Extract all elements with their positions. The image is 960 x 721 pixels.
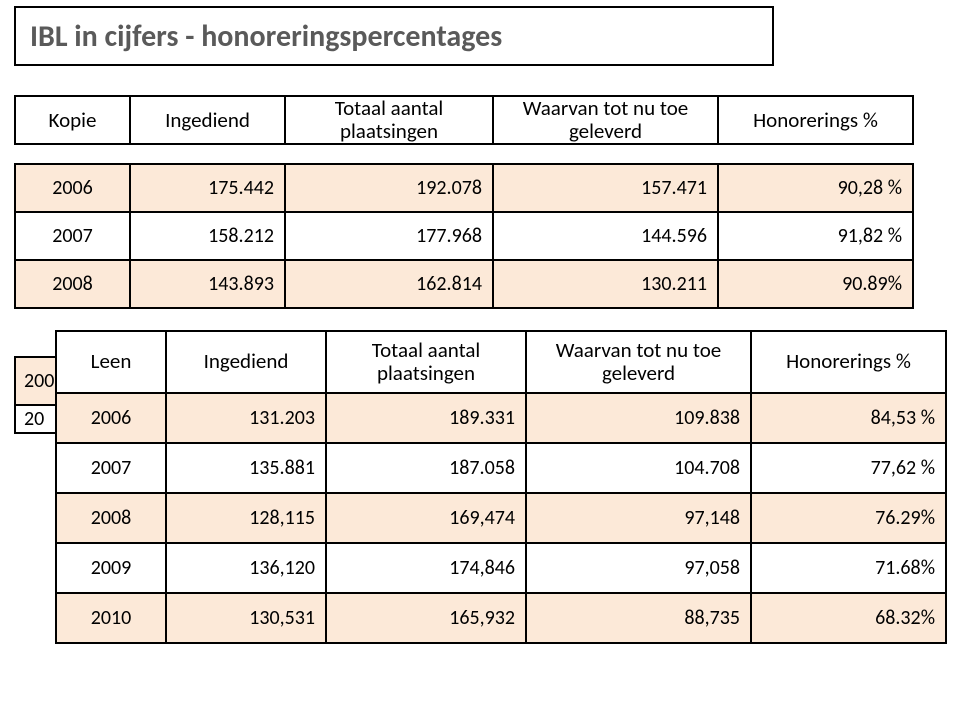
table-row: 2007158.212177.968144.59691,82 % bbox=[15, 212, 913, 260]
col-header: Totaal aantal plaatsingen bbox=[285, 96, 493, 144]
table-row: 2010130,531165,93288,73568.32% bbox=[56, 593, 946, 643]
page-title-text: IBL in cijfers - honoreringspercentages bbox=[30, 18, 502, 55]
page-title: IBL in cijfers - honoreringspercentages bbox=[14, 6, 774, 66]
table1-row-stub: 20 bbox=[14, 404, 55, 434]
col-header: Waarvan tot nu toe geleverd bbox=[493, 96, 718, 144]
col-header: Honorerings % bbox=[718, 96, 913, 144]
table-row: 2009136,120174,84697,05871.68% bbox=[56, 543, 946, 593]
table-row: 2006175.442192.078157.47190,28 % bbox=[15, 164, 913, 212]
col-header: Waarvan tot nu toe geleverd bbox=[526, 331, 751, 393]
table-row: 2008143.893162.814130.21190.89% bbox=[15, 260, 913, 308]
table1-row-stub: 200 bbox=[14, 356, 55, 404]
table-row: 2006131.203189.331109.83884,53 % bbox=[56, 393, 946, 443]
col-header: Ingediend bbox=[166, 331, 326, 393]
col-header: Ingediend bbox=[130, 96, 285, 144]
table-leen: Leen Ingediend Totaal aantal plaatsingen… bbox=[55, 330, 947, 644]
table-row: 2008128,115169,47497,14876.29% bbox=[56, 493, 946, 543]
col-header: Leen bbox=[56, 331, 166, 393]
table-row: 2007135.881187.058104.70877,62 % bbox=[56, 443, 946, 493]
col-header: Kopie bbox=[15, 96, 130, 144]
col-header: Totaal aantal plaatsingen bbox=[326, 331, 526, 393]
col-header: Honorerings % bbox=[751, 331, 946, 393]
table-kopie: Kopie Ingediend Totaal aantal plaatsinge… bbox=[14, 95, 914, 309]
